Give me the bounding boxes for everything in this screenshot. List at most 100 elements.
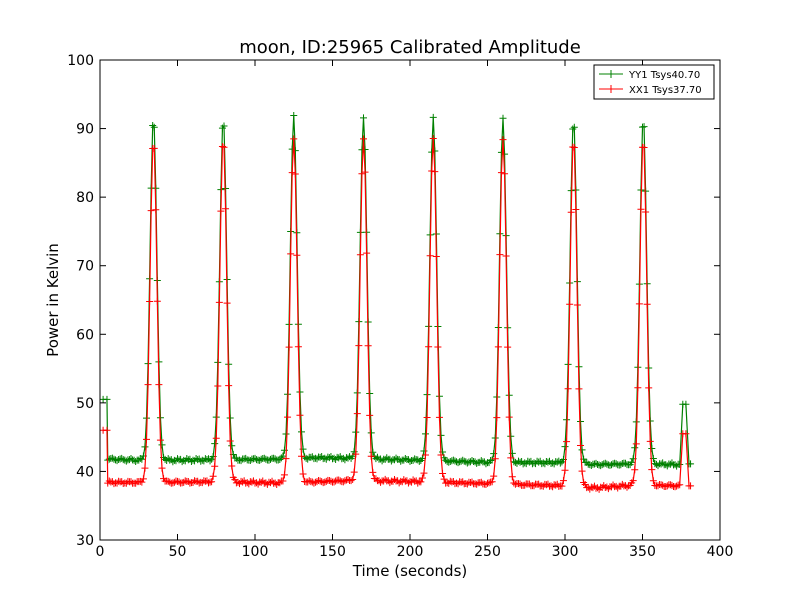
data-point-yy1 [164, 455, 172, 463]
data-point-xx1 [217, 207, 225, 215]
data-point-xx1 [426, 252, 434, 260]
data-point-xx1 [420, 469, 428, 477]
data-point-xx1 [293, 251, 301, 259]
data-point-xx1 [581, 480, 589, 488]
data-point-xx1 [353, 410, 361, 418]
data-point-xx1 [147, 207, 155, 215]
data-point-xx1 [463, 480, 471, 488]
data-point-yy1 [617, 461, 625, 469]
data-point-xx1 [687, 482, 695, 490]
x-axis-label: Time (seconds) [352, 562, 468, 580]
data-point-xx1 [437, 451, 445, 459]
data-point-yy1 [487, 456, 495, 464]
x-axis-ticks: 0 50 100 150 200 250 300 350 400 [96, 60, 733, 560]
y-tick-label: 90 [76, 122, 94, 138]
data-point-xx1 [645, 384, 653, 392]
data-point-yy1 [488, 456, 496, 464]
data-point-xx1 [572, 206, 580, 214]
data-point-yy1 [180, 456, 188, 464]
data-point-xx1 [567, 208, 575, 216]
data-point-xx1 [485, 479, 493, 487]
data-point-yy1 [122, 457, 130, 465]
data-point-xx1 [434, 343, 442, 351]
data-point-xx1 [457, 478, 465, 486]
data-point-xx1 [563, 438, 571, 446]
data-point-xx1 [355, 342, 363, 350]
data-point-xx1 [358, 170, 366, 178]
data-point-xx1 [222, 205, 230, 213]
data-point-yy1 [277, 454, 285, 462]
legend-label-yy1: YY1 Tsys40.70 [628, 70, 700, 81]
data-point-xx1 [418, 474, 426, 482]
data-point-yy1 [578, 446, 586, 454]
data-point-xx1 [491, 455, 499, 463]
data-point-xx1 [164, 477, 172, 485]
data-point-yy1 [158, 441, 166, 449]
data-point-xx1 [284, 413, 292, 421]
data-point-yy1 [161, 455, 169, 463]
data-point-yy1 [387, 457, 395, 465]
data-point-xx1 [175, 478, 183, 486]
data-point-xx1 [414, 479, 422, 487]
data-point-yy1 [516, 458, 524, 466]
data-point-yy1 [260, 454, 268, 462]
data-point-xx1 [186, 479, 194, 487]
data-point-xx1 [493, 414, 501, 422]
data-point-yy1 [411, 455, 419, 463]
data-point-xx1 [335, 476, 343, 484]
data-point-xx1 [558, 482, 566, 490]
legend-label-xx1: XX1 Tsys37.70 [629, 85, 702, 96]
data-point-yy1 [150, 123, 158, 131]
y-axis-ticks: 30 40 50 60 70 80 90 100 [67, 53, 720, 549]
data-point-yy1 [194, 456, 202, 464]
data-point-yy1 [282, 430, 290, 438]
data-point-yy1 [401, 454, 409, 462]
data-point-xx1 [490, 472, 498, 480]
data-point-yy1 [113, 457, 121, 465]
data-point-yy1 [612, 460, 620, 468]
data-point-xx1 [422, 451, 429, 459]
data-point-xx1 [409, 476, 417, 484]
data-point-yy1 [621, 459, 629, 467]
data-point-xx1 [103, 426, 111, 434]
data-point-yy1 [360, 114, 367, 122]
data-point-yy1 [228, 442, 236, 450]
data-point-xx1 [369, 468, 377, 476]
data-point-xx1 [440, 475, 448, 483]
data-point-yy1 [169, 458, 177, 466]
data-point-yy1 [127, 455, 135, 463]
data-point-xx1 [242, 479, 250, 487]
data-point-yy1 [302, 454, 310, 462]
data-point-xx1 [215, 298, 223, 306]
x-tick-label: 0 [96, 544, 105, 560]
data-point-xx1 [127, 478, 135, 486]
x-tick-label: 200 [397, 544, 424, 560]
data-point-xx1 [425, 343, 433, 351]
data-point-xx1 [488, 478, 496, 486]
x-tick-label: 150 [319, 544, 346, 560]
data-point-yy1 [590, 460, 598, 468]
x-tick-label: 350 [629, 544, 656, 560]
data-point-xx1 [212, 434, 220, 442]
data-point-yy1 [406, 457, 414, 465]
y-axis-label: Power in Kelvin [44, 243, 62, 357]
data-point-xx1 [279, 477, 287, 485]
data-point-xx1 [237, 477, 245, 485]
data-point-xx1 [646, 437, 654, 445]
x-tick-label: 300 [552, 544, 579, 560]
data-point-xx1 [468, 478, 476, 486]
data-point-xx1 [404, 479, 412, 487]
data-point-yy1 [187, 457, 195, 465]
data-point-yy1 [598, 461, 606, 469]
data-point-xx1 [184, 478, 192, 486]
data-point-yy1 [321, 454, 329, 462]
data-point-xx1 [305, 477, 313, 485]
data-point-yy1 [459, 456, 467, 464]
data-point-yy1 [601, 459, 609, 467]
data-point-yy1 [383, 454, 391, 462]
data-point-xx1 [294, 343, 302, 351]
data-point-yy1 [211, 440, 219, 448]
legend-box [593, 64, 715, 100]
data-point-yy1 [608, 461, 615, 469]
data-point-xx1 [299, 470, 307, 478]
